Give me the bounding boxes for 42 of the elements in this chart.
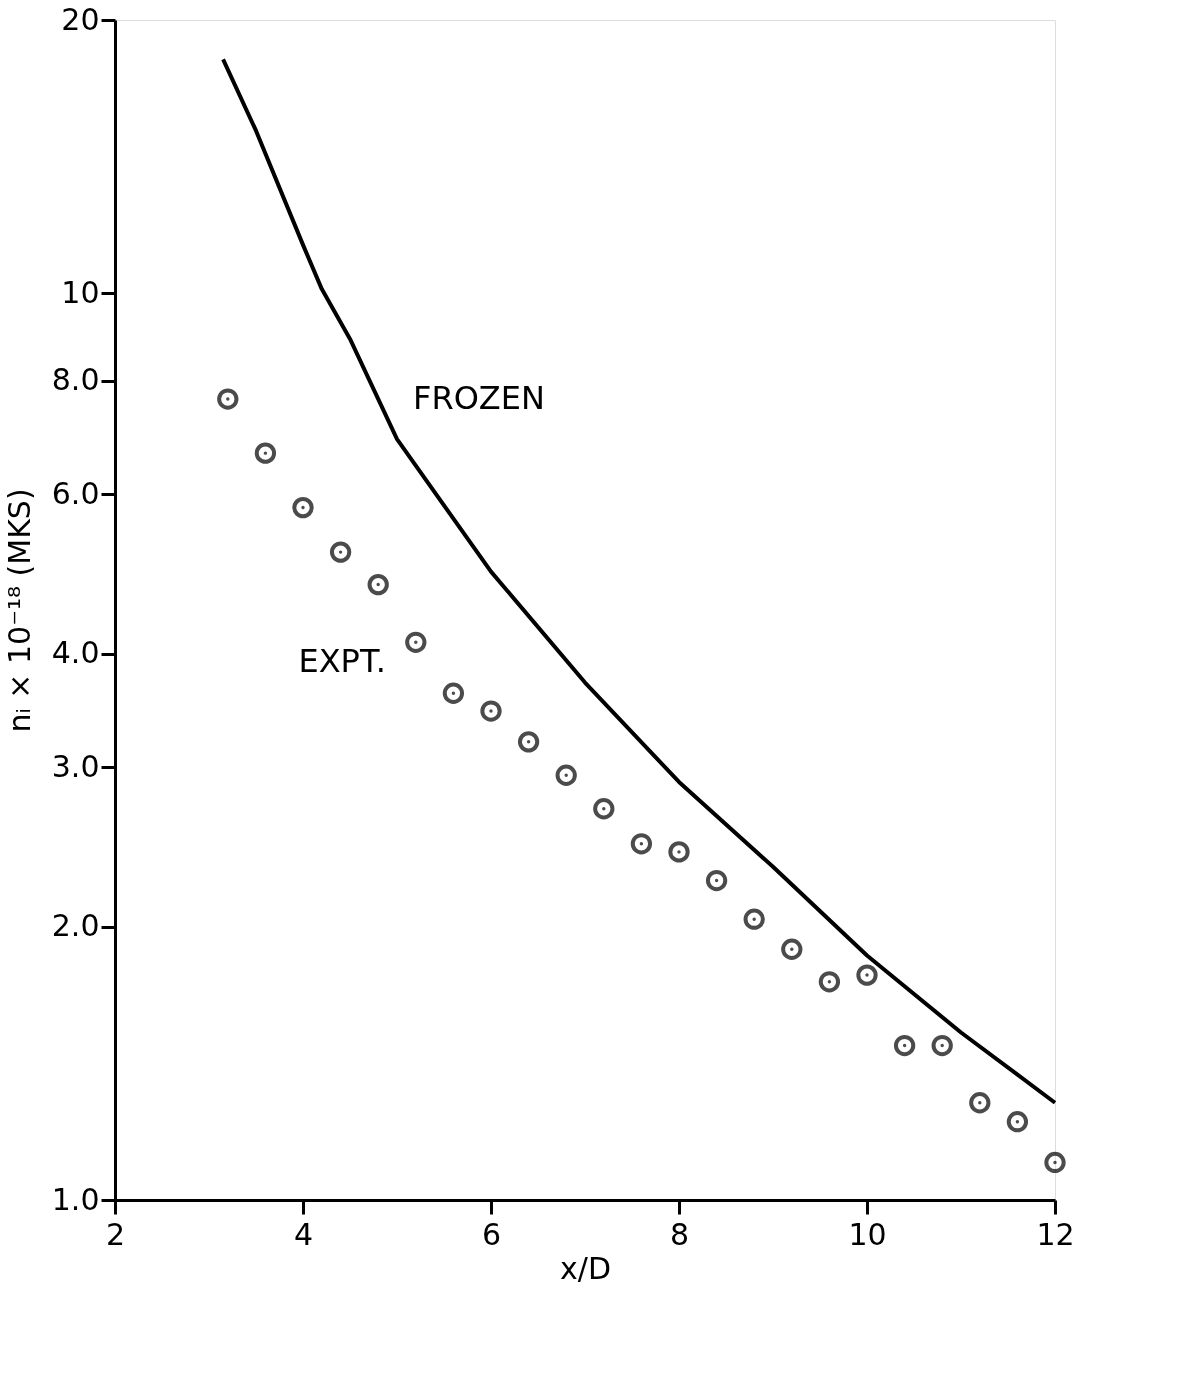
line-series — [221, 57, 1057, 1105]
point — [931, 1034, 953, 1057]
x-tick-label: 10 — [848, 1216, 887, 1252]
point — [217, 388, 239, 410]
x-tick-label: 4 — [293, 1216, 314, 1252]
point — [668, 841, 690, 863]
point — [555, 764, 577, 786]
y-tick-label: 20 — [61, 1, 100, 37]
y-axis-title: nᵢ × 10⁻¹⁸ (MKS) — [1, 488, 37, 733]
point — [893, 1034, 916, 1057]
y-tick-label: 4.0 — [51, 635, 100, 671]
series-label: EXPT. — [298, 642, 386, 681]
y-tick-label: 2.0 — [51, 908, 100, 944]
y-tick-label: 6.0 — [51, 475, 100, 511]
point — [367, 573, 389, 596]
point — [1044, 1151, 1066, 1174]
point — [781, 938, 803, 960]
x-tick-label: 6 — [481, 1216, 502, 1252]
x-tick-label: 8 — [669, 1216, 690, 1252]
y-tick-label: 8.0 — [51, 362, 100, 398]
point — [630, 833, 653, 855]
y-tick-label: 10 — [61, 274, 100, 310]
x-axis-title: x/D — [560, 1250, 611, 1286]
point — [969, 1092, 991, 1114]
point — [743, 908, 765, 930]
y-tick-label: 3.0 — [51, 748, 100, 784]
point — [818, 971, 841, 993]
y-tick-label: 1.0 — [51, 1181, 100, 1217]
point — [705, 869, 728, 892]
series-label: FROZEN — [413, 379, 545, 418]
point — [405, 631, 427, 653]
point — [254, 442, 277, 464]
point — [292, 496, 314, 519]
x-tick-label: 12 — [1036, 1216, 1075, 1252]
point — [856, 964, 878, 986]
x-tick-label: 2 — [105, 1216, 126, 1252]
point — [329, 541, 352, 563]
point — [1006, 1111, 1029, 1133]
point — [517, 731, 540, 753]
point — [480, 700, 502, 722]
point — [442, 682, 465, 704]
point — [593, 798, 615, 820]
